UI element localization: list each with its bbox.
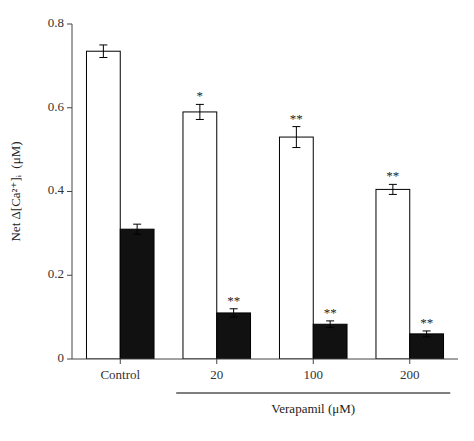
y-tick: [67, 275, 72, 276]
bar: [410, 334, 444, 359]
y-tick: [67, 191, 72, 192]
error-bar-stem: [233, 309, 234, 317]
error-bar-cap: [326, 327, 334, 328]
y-tick-label: 0: [58, 350, 65, 365]
bar: [376, 189, 410, 359]
error-bar: [423, 331, 431, 337]
y-tick-label: 0.2: [48, 266, 64, 281]
bars: [86, 45, 443, 359]
y-tick: [67, 107, 72, 108]
error-bar: [196, 104, 204, 119]
y-axis-title: Net Δ[Ca²⁺]ᵢ (μM): [8, 141, 23, 241]
error-bar-cap: [389, 194, 397, 195]
error-bar-stem: [330, 321, 331, 328]
error-bar-stem: [199, 104, 200, 119]
y-tick-label: 0.6: [48, 99, 65, 114]
error-bar-stem: [392, 184, 393, 194]
bar: [217, 313, 251, 359]
error-bar: [389, 184, 397, 194]
error-bar: [230, 309, 238, 317]
significance-label: *: [197, 88, 204, 103]
error-bar-cap: [133, 234, 141, 235]
significance-label: **: [420, 315, 433, 330]
error-bar-cap: [423, 336, 431, 337]
error-bar-cap: [230, 317, 238, 318]
significance-label: **: [227, 293, 240, 308]
error-bar: [133, 224, 141, 234]
x-tick-label: Control: [100, 367, 140, 382]
chart-container: 00.20.40.60.8***********Control20100200V…: [0, 0, 474, 441]
x-tick-label: 20: [210, 367, 223, 382]
significance-label: **: [290, 111, 303, 126]
error-bar: [292, 127, 300, 148]
error-bar-cap: [196, 119, 204, 120]
bar: [86, 51, 120, 359]
y-tick-label: 0.8: [48, 15, 64, 30]
annotations: ***********: [197, 88, 434, 330]
x-axis-title: Verapamil (μM): [271, 401, 355, 416]
x-tick: [313, 359, 314, 364]
bar: [120, 229, 154, 359]
chart: 00.20.40.60.8***********Control20100200V…: [0, 0, 474, 441]
x-tick: [409, 359, 410, 364]
significance-label: **: [386, 168, 399, 183]
error-bar-cap: [423, 330, 431, 331]
y-tick: [67, 24, 72, 25]
error-bar-cap: [389, 184, 397, 185]
x-tick: [120, 359, 121, 364]
x-tick-label: 200: [400, 367, 420, 382]
error-bar-cap: [292, 147, 300, 148]
error-bar-cap: [326, 320, 334, 321]
bar: [279, 137, 313, 359]
bar: [313, 324, 347, 359]
error-bar-cap: [196, 104, 204, 105]
error-bar-stem: [426, 331, 427, 337]
error-bar-cap: [292, 126, 300, 127]
x-tick-label: 100: [304, 367, 324, 382]
error-bar-cap: [99, 44, 107, 45]
y-tick: [67, 359, 72, 360]
error-bar-cap: [133, 224, 141, 225]
error-bar: [99, 45, 107, 58]
error-bar: [326, 321, 334, 328]
xlabel-underline: [176, 392, 450, 393]
x-axis-line: [72, 359, 458, 360]
bar: [183, 112, 217, 359]
error-bar-cap: [99, 57, 107, 58]
y-tick-label: 0.4: [48, 182, 65, 197]
error-bar-stem: [137, 224, 138, 234]
x-tick: [216, 359, 217, 364]
error-bar-stem: [103, 45, 104, 58]
significance-label: **: [324, 305, 337, 320]
error-bar-stem: [296, 127, 297, 148]
error-bar-cap: [230, 308, 238, 309]
